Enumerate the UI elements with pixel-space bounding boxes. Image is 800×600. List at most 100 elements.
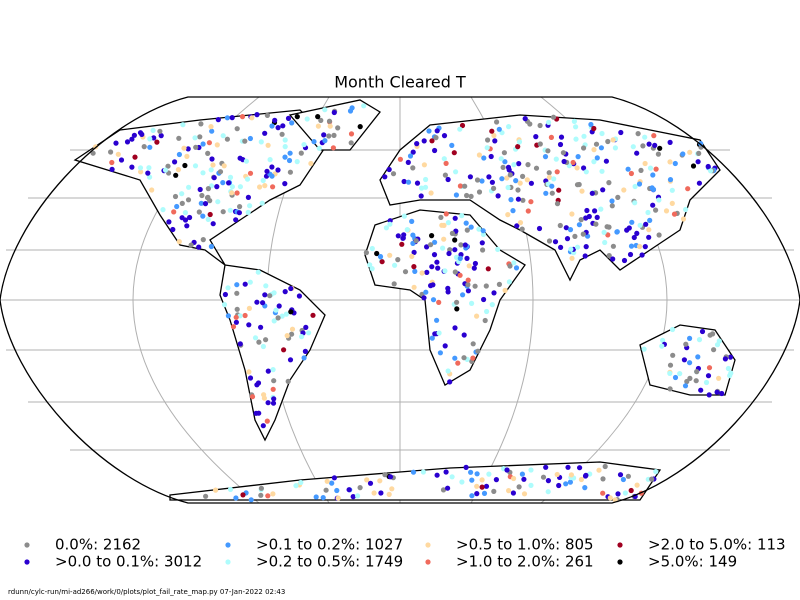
station-dot: [357, 124, 363, 130]
africa: [364, 209, 526, 386]
station-dot: [346, 487, 352, 493]
station-dot: [458, 242, 464, 248]
station-dot: [548, 134, 555, 140]
station-dot: [605, 232, 611, 238]
station-dot: [496, 281, 502, 287]
station-dot: [137, 130, 144, 136]
station-dot: [514, 223, 520, 229]
station-dot: [510, 490, 516, 496]
station-dot: [545, 489, 551, 495]
station-dot: [141, 144, 147, 150]
station-dot: [255, 269, 261, 275]
station-dot: [600, 490, 606, 496]
station-dot: [599, 168, 605, 174]
station-dot: [466, 263, 472, 269]
station-dot: [282, 137, 288, 143]
station-dot: [247, 170, 254, 176]
station-dot: [411, 264, 417, 270]
station-dot: [260, 300, 266, 306]
station-dot: [321, 132, 327, 138]
station-dot: [205, 150, 211, 156]
station-dot: [367, 480, 374, 486]
station-dot: [485, 266, 491, 272]
station-dot: [528, 180, 535, 186]
station-dot: [288, 285, 294, 292]
station-dot: [452, 237, 458, 243]
station-dot: [667, 177, 674, 183]
station-dot: [329, 480, 335, 486]
station-dot: [546, 119, 552, 125]
station-dot: [502, 159, 508, 165]
station-dot: [558, 134, 565, 140]
station-dot: [259, 200, 265, 206]
station-dot: [711, 347, 717, 353]
station-dot: [628, 170, 635, 177]
station-dot: [265, 142, 271, 148]
station-dot: [489, 179, 495, 185]
station-dot: [628, 243, 635, 249]
station-dot: [260, 177, 266, 184]
station-dot: [520, 173, 526, 179]
station-dot: [273, 307, 279, 313]
station-dot: [240, 492, 246, 498]
station-dot: [229, 115, 235, 121]
station-dot: [507, 263, 513, 269]
station-dot: [429, 264, 435, 270]
station-dot: [422, 184, 429, 190]
station-dot: [149, 187, 155, 193]
station-dot: [506, 167, 512, 173]
station-dot: [179, 215, 185, 221]
station-dot: [609, 203, 615, 209]
station-dot: [457, 183, 463, 189]
station-dot: [670, 352, 676, 358]
station-dot: [371, 490, 377, 496]
station-dot: [289, 326, 296, 332]
station-dot: [424, 244, 430, 250]
station-dot: [200, 141, 206, 147]
station-dot: [199, 192, 205, 199]
station-dot: [271, 318, 277, 324]
station-dot: [233, 495, 239, 501]
station-dot: [484, 145, 490, 151]
station-dot: [379, 259, 385, 265]
station-dot: [443, 160, 449, 166]
station-dot: [694, 369, 700, 375]
station-dot: [460, 292, 466, 298]
legend-marker: [225, 542, 231, 548]
station-dot: [583, 169, 589, 175]
station-dot: [563, 225, 569, 231]
station-dot: [234, 290, 240, 296]
legend-marker: [425, 559, 431, 565]
station-dot: [556, 187, 562, 193]
station-dot: [554, 471, 560, 478]
station-dot: [617, 472, 624, 478]
station-dot: [322, 107, 328, 113]
station-dot: [516, 139, 523, 145]
station-dot: [536, 225, 543, 232]
station-dot: [132, 154, 138, 160]
station-dot: [452, 325, 458, 331]
station-dot: [459, 213, 465, 219]
station-dot: [463, 464, 469, 470]
station-dot: [610, 137, 616, 143]
station-dot: [262, 130, 268, 136]
station-dot: [234, 190, 240, 196]
station-dot: [234, 126, 240, 132]
station-dot: [390, 171, 397, 177]
station-dot: [492, 138, 498, 144]
station-dot: [575, 154, 581, 160]
station-dot: [429, 335, 435, 341]
station-dot: [221, 302, 228, 308]
station-dot: [572, 233, 578, 239]
station-dot: [287, 169, 293, 175]
station-dot: [318, 117, 324, 123]
station-dot: [192, 135, 198, 141]
station-dot: [162, 167, 169, 173]
station-dot: [647, 217, 653, 223]
station-dot: [565, 464, 571, 470]
station-dot: [465, 282, 471, 288]
station-dot: [392, 262, 398, 268]
station-dot: [594, 214, 600, 220]
station-dot: [716, 375, 722, 381]
station-dot: [522, 116, 528, 122]
